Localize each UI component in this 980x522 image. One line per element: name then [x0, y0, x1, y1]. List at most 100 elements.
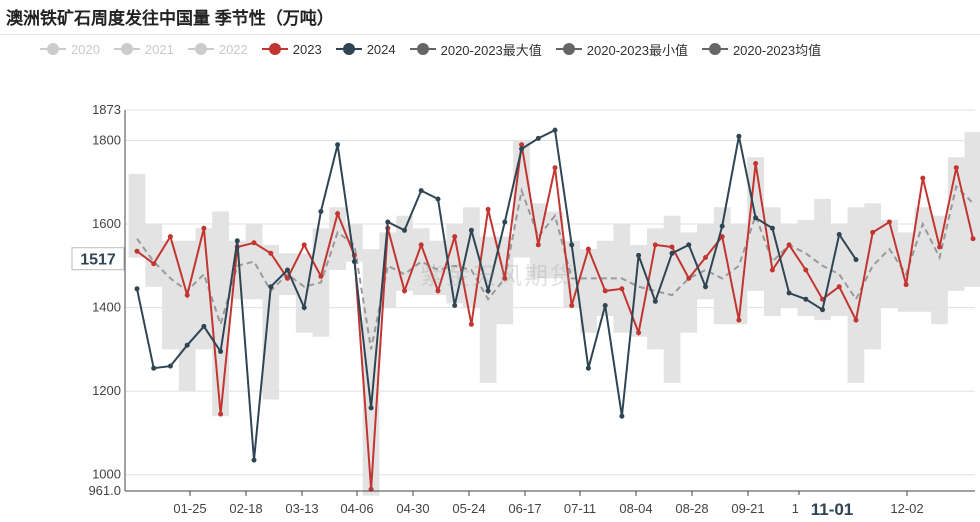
data-point-2023 [736, 317, 742, 323]
data-point-2023 [452, 234, 458, 240]
series-line-2024 [136, 128, 857, 461]
data-point-2023 [569, 303, 575, 308]
legend-item[interactable]: 2020-2023最小值 [555, 40, 688, 59]
data-point-2023 [435, 288, 441, 294]
legend: 2020 2021 2022 2023 2024 2020-2023最大值 2020-202… [40, 39, 835, 59]
data-point-2024 [502, 219, 508, 225]
data-point-2024 [552, 127, 558, 133]
data-point-2023 [251, 240, 257, 246]
data-point-2024 [485, 288, 491, 294]
series-line-mean [136, 184, 974, 350]
data-point-2024 [134, 286, 140, 292]
data-point-2024 [636, 252, 642, 258]
y-tick-label: 1800 [92, 132, 121, 147]
x-tick-label: 06-17 [508, 501, 541, 516]
data-point-2023 [218, 411, 224, 417]
legend-item[interactable]: 2021 [113, 42, 174, 57]
x-tick-label: 04-30 [396, 501, 429, 516]
data-point-2024 [719, 223, 725, 229]
data-point-2024 [201, 323, 207, 329]
x-pointer-label: 11-01 [811, 500, 854, 519]
data-point-2023 [184, 292, 190, 298]
legend-label: 2020-2023最小值 [586, 42, 688, 58]
legend-item[interactable]: 2022 [187, 41, 248, 57]
data-point-2024 [669, 250, 675, 256]
data-point-2023 [134, 248, 140, 254]
x-tick-label: 04-06 [340, 501, 373, 516]
x-tick-label: 01-25 [173, 501, 206, 516]
data-point-2023 [285, 275, 290, 281]
legend-label: 2022 [218, 41, 248, 57]
legend-item[interactable]: 2020 [40, 42, 100, 57]
data-point-2024 [703, 284, 708, 290]
data-point-2023 [468, 321, 474, 327]
data-point-2023 [636, 330, 642, 336]
legend-item[interactable]: 2020-2023最大值 [409, 40, 542, 59]
data-point-2024 [686, 242, 692, 248]
data-point-2024 [836, 232, 842, 237]
data-point-2024 [318, 209, 324, 214]
legend-item[interactable]: 2020-2023均值 [701, 40, 822, 59]
data-point-2023 [836, 284, 842, 290]
legend-item[interactable]: 2023 [261, 41, 322, 57]
data-point-2023 [402, 288, 407, 294]
chart-title: 澳洲铁矿石周度发往中国量 季节性（万吨） [6, 9, 334, 28]
y-pointer-label-box [71, 247, 125, 271]
data-point-2023 [619, 286, 625, 292]
x-tick-label: 08-04 [619, 501, 652, 516]
data-point-2024 [769, 225, 775, 231]
legend-label: 2024 [366, 41, 396, 57]
data-point-2024 [585, 365, 591, 371]
data-point-2024 [452, 303, 458, 308]
data-point-2024 [335, 142, 341, 148]
data-point-2024 [602, 303, 608, 308]
data-point-2023 [585, 246, 591, 252]
data-point-2023 [953, 165, 959, 171]
title-divider [0, 34, 980, 35]
data-point-2023 [301, 242, 307, 248]
data-point-2024 [151, 365, 157, 371]
data-point-2023 [920, 175, 926, 181]
x-tick-label: 07-11 [564, 501, 596, 516]
data-point-2023 [886, 219, 892, 225]
data-point-2024 [285, 267, 290, 273]
data-point-2023 [753, 161, 759, 166]
legend-item[interactable]: 2024 [335, 41, 396, 57]
data-point-2023 [268, 250, 274, 256]
x-tick-label: 08-28 [675, 501, 708, 516]
data-point-2023 [719, 234, 725, 240]
data-point-2023 [769, 267, 775, 273]
data-point-2023 [318, 273, 324, 279]
legend-marker-icon [701, 42, 728, 56]
data-point-2023 [502, 275, 508, 281]
data-point-2023 [669, 244, 675, 250]
data-point-2024 [368, 405, 374, 411]
data-point-2024 [418, 188, 424, 194]
y-tick-label: 1200 [92, 383, 121, 398]
data-point-2024 [569, 242, 575, 248]
y-tick-label: 961.0 [88, 483, 121, 498]
legend-label: 2020-2023均值 [732, 42, 822, 58]
series-layer [134, 127, 976, 492]
data-point-2023 [485, 206, 491, 212]
legend-marker-icon [555, 42, 582, 56]
legend-label: 2023 [292, 41, 322, 57]
x-pointer-label-box [798, 495, 864, 521]
data-point-2024 [786, 290, 792, 296]
legend-marker-icon [187, 42, 214, 56]
data-point-2023 [552, 165, 558, 171]
data-point-2023 [151, 261, 157, 267]
data-point-2024 [234, 238, 240, 244]
y-tick-label: 1400 [92, 300, 121, 315]
data-point-2023 [870, 229, 876, 235]
data-point-2024 [251, 457, 257, 463]
data-point-2024 [736, 133, 742, 139]
data-point-2024 [301, 305, 307, 311]
data-point-2023 [602, 288, 608, 294]
y-tick-label: 1000 [92, 467, 121, 482]
x-tick-label: 02-18 [229, 501, 262, 516]
data-point-2023 [167, 234, 173, 240]
data-point-2023 [937, 244, 943, 250]
